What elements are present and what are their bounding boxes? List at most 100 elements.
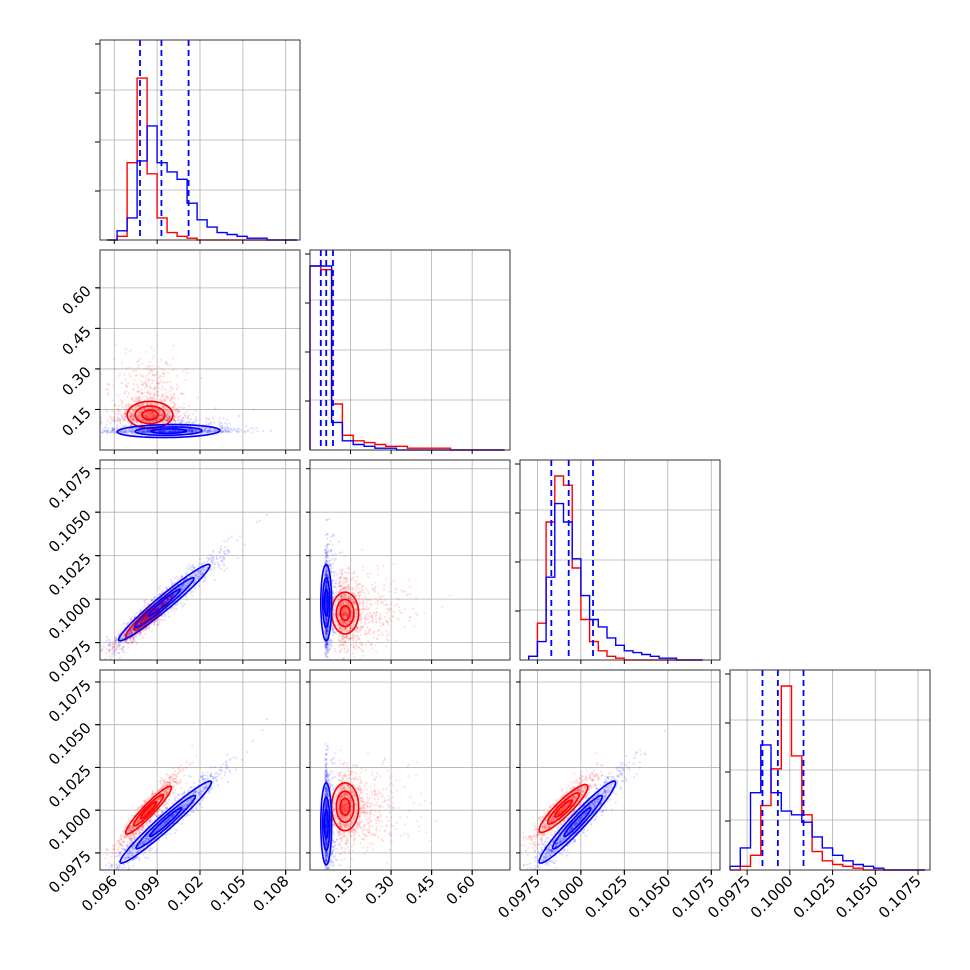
scatter-point-blue: [131, 427, 134, 430]
scatter-point-blue: [192, 413, 195, 416]
scatter-point-red: [141, 391, 144, 394]
scatter-point-blue: [131, 431, 134, 434]
scatter-point-blue: [159, 430, 162, 433]
scatter-point-blue: [187, 429, 190, 432]
scatter-point-red: [373, 590, 376, 593]
scatter-point-blue: [161, 614, 164, 617]
scatter-point-blue: [201, 427, 204, 430]
scatter-point-red: [122, 636, 125, 639]
scatter-point-blue: [217, 420, 220, 423]
scatter-point-red: [396, 617, 399, 620]
scatter-point-blue: [188, 429, 191, 432]
scatter-point-blue: [214, 407, 217, 410]
scatter-point-red: [168, 418, 171, 421]
scatter-point-blue: [158, 587, 161, 591]
scatter-point-red: [382, 564, 385, 568]
scatter-point-red: [118, 372, 121, 375]
histogram-panel-2: [305, 249, 511, 451]
scatter-point-red: [168, 414, 171, 417]
scatter-point-red: [157, 382, 160, 385]
scatter-point-red: [157, 409, 160, 412]
scatter-point-red: [130, 636, 133, 639]
scatter-point-red: [131, 628, 134, 631]
scatter-point-red: [200, 376, 203, 380]
scatter-point-blue: [164, 419, 167, 422]
scatter-point-blue: [85, 429, 87, 431]
scatter-point-blue: [138, 610, 141, 613]
scatter-point-blue: [209, 421, 212, 424]
scatter-point-red: [116, 652, 119, 655]
scatter-point-red: [371, 614, 374, 617]
scatter-point-blue: [210, 430, 213, 433]
scatter-point-blue: [187, 428, 190, 431]
scatter-point-blue: [213, 430, 216, 433]
scatter-point-red: [374, 602, 377, 605]
scatter-point-red: [370, 603, 373, 607]
scatter-point-red: [168, 381, 171, 384]
scatter-point-red: [168, 410, 171, 413]
scatter-point-red: [408, 616, 411, 619]
scatter-point-red: [173, 402, 176, 405]
scatter-point-red: [366, 626, 369, 629]
scatter-point-blue: [332, 562, 335, 565]
scatter-point-red: [117, 417, 120, 420]
scatter-point-blue: [179, 421, 182, 424]
scatter-point-blue: [165, 429, 168, 432]
scatter-point-red: [153, 413, 156, 417]
scatter-point-red: [148, 396, 151, 399]
scatter-point-blue: [220, 426, 224, 429]
scatter-point-blue: [89, 423, 91, 425]
scatter-point-red: [146, 412, 149, 415]
scatter-point-blue: [113, 643, 116, 646]
scatter-point-red: [148, 416, 151, 419]
scatter-point-blue: [207, 422, 210, 425]
scatter-point-blue: [208, 417, 211, 421]
scatter-point-red: [338, 635, 341, 639]
scatter-point-red: [137, 359, 140, 362]
scatter-point-blue: [212, 558, 216, 561]
scatter-point-blue: [223, 428, 226, 431]
scatter-point-blue: [214, 430, 217, 433]
scatter-point-red: [148, 420, 151, 423]
scatter-point-red: [128, 411, 131, 415]
scatter-point-red: [352, 639, 355, 642]
scatter-point-red: [125, 639, 128, 642]
scatter-point-blue: [158, 430, 161, 433]
scatter-point-red: [382, 595, 385, 598]
scatter-point-red: [177, 416, 180, 419]
scatter-point-blue: [138, 430, 141, 433]
scatter-point-red: [409, 585, 412, 589]
scatter-point-blue: [152, 598, 155, 601]
scatter-point-red: [149, 413, 152, 416]
scatter-point-blue: [91, 665, 93, 667]
scatter-point-red: [144, 376, 147, 379]
scatter-point-blue: [203, 427, 206, 430]
scatter-point-red: [121, 417, 124, 420]
scatter-point-red: [153, 398, 156, 401]
scatter-point-red: [106, 383, 109, 386]
histogram-panel-4: [725, 669, 931, 871]
scatter-point-blue: [171, 421, 174, 424]
scatter-point-red: [344, 576, 347, 580]
scatter-point-blue: [146, 430, 149, 433]
scatter-point-red: [136, 383, 139, 386]
scatter-point-red: [136, 404, 139, 408]
scatter-point-red: [146, 402, 149, 405]
scatter-point-red: [143, 604, 146, 607]
scatter-point-blue: [124, 429, 127, 432]
scatter-point-red: [146, 603, 149, 607]
scatter-point-red: [139, 398, 143, 401]
scatter-point-blue: [151, 420, 154, 423]
scatter-point-blue: [147, 431, 150, 434]
scatter-point-blue: [153, 595, 156, 599]
scatter-point-blue: [187, 428, 191, 431]
scatter-point-blue: [131, 641, 134, 644]
scatter-point-blue: [143, 431, 147, 434]
scatter-point-red: [156, 402, 159, 405]
scatter-point-blue: [143, 430, 146, 433]
panel-frame: [309, 249, 511, 451]
scatter-point-red: [124, 416, 127, 419]
scatter-point-red: [135, 373, 138, 376]
scatter-point-blue: [184, 578, 187, 581]
scatter-point-red: [129, 632, 132, 635]
